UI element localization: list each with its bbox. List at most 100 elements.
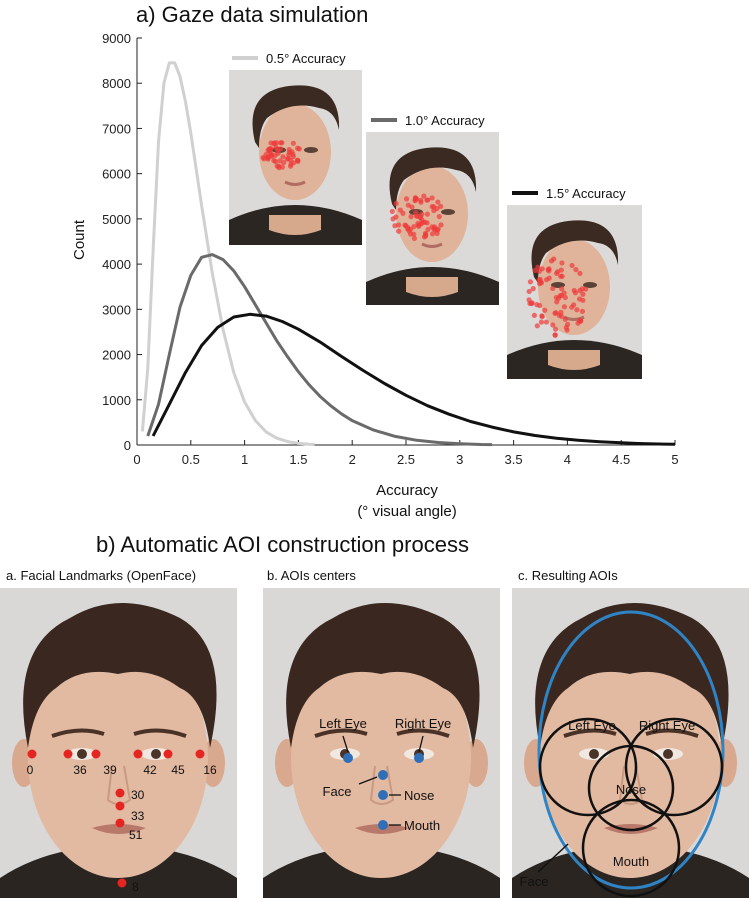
y-tick-label: 6000 — [102, 167, 131, 182]
gaze-point — [275, 150, 281, 156]
gaze-point — [408, 214, 414, 220]
series-line-2 — [151, 312, 676, 446]
landmark-point — [117, 878, 127, 888]
gaze-point — [537, 302, 543, 309]
gaze-point — [578, 318, 584, 324]
gaze-point — [539, 266, 545, 272]
gaze-point — [569, 262, 575, 269]
gaze-point — [290, 160, 297, 166]
right-eye-aoi — [624, 717, 724, 817]
x-tick-label: 4 — [564, 452, 571, 467]
gaze-point — [539, 314, 545, 320]
aoi-label: Mouth — [613, 854, 649, 869]
gaze-point — [554, 270, 560, 277]
aoi-label: Right Eye — [639, 718, 695, 733]
section-a-title: a) Gaze data simulation — [136, 2, 369, 27]
gaze-point — [436, 213, 442, 220]
gaze-point — [429, 203, 435, 210]
aoi-label: Face — [520, 874, 549, 889]
landmark-point — [195, 749, 205, 759]
aoi-center-label: Left Eye — [319, 716, 367, 731]
gaze-point — [543, 319, 550, 325]
gaze-point — [561, 304, 568, 310]
gaze-point — [552, 332, 558, 338]
gaze-point — [411, 235, 417, 241]
landmark-point — [91, 749, 101, 759]
y-tick-label: 1000 — [102, 393, 131, 408]
gaze-point — [552, 326, 559, 332]
gaze-point — [400, 210, 406, 216]
landmark-point — [63, 749, 73, 759]
chart-axes: 0 0.5 1 1.5 2 2.5 3 3.5 4 4.5 5 0 1000 2000 3000 4000 50… — [102, 31, 679, 467]
gaze-point — [559, 260, 565, 266]
gaze-point — [435, 199, 441, 205]
face-aoi-ellipse — [537, 610, 725, 890]
gaze-point — [290, 140, 296, 146]
aoi-center-point — [343, 753, 353, 763]
gaze-point — [531, 312, 537, 318]
x-tick-label: 0 — [133, 452, 140, 467]
gaze-point — [411, 231, 417, 237]
gaze-point — [580, 291, 586, 297]
gaze-point — [422, 233, 429, 239]
series-line-1 — [146, 253, 493, 447]
gaze-point — [260, 154, 266, 161]
landmark-label: 8 — [132, 880, 139, 894]
face-inset-1-0 — [366, 132, 499, 305]
aoi-center-label: Face — [323, 784, 352, 799]
aoi-center-label: Right Eye — [395, 716, 451, 731]
gaze-point — [266, 146, 272, 152]
landmark-label: 42 — [143, 763, 157, 777]
gaze-point — [435, 226, 441, 232]
gaze-point — [574, 307, 580, 313]
x-axis-label-unit: (° visual angle) — [357, 503, 456, 520]
face-inset-1-5 — [507, 205, 642, 379]
legend-label-2: 1.5° Accuracy — [546, 186, 626, 201]
gaze-point — [571, 302, 577, 308]
gaze-point — [527, 300, 533, 307]
gaze-chart: 0 0.5 1 1.5 2 2.5 3 3.5 4 4.5 5 0 1000 2000 3000 4000 50… — [71, 31, 679, 520]
landmark-label: 30 — [131, 788, 145, 802]
y-axis-label: Count — [71, 219, 88, 260]
gaze-point — [396, 228, 402, 234]
landmark-label: 39 — [103, 763, 117, 777]
panel-label-centers: b. AOIs centers — [267, 568, 356, 583]
x-tick-label: 1.5 — [289, 452, 307, 467]
gaze-point — [278, 140, 284, 146]
gaze-point — [268, 140, 274, 146]
x-tick-label: 3 — [456, 452, 463, 467]
landmark-label: 51 — [129, 828, 143, 842]
gaze-point — [281, 159, 287, 166]
x-tick-label: 2.5 — [397, 452, 415, 467]
aoi-panels: 0 36 39 42 45 16 30 33 51 8 Left Eye Right Eye Face… — [0, 588, 750, 898]
gaze-point — [562, 316, 568, 322]
gaze-point — [564, 327, 570, 333]
x-tick-label: 0.5 — [182, 452, 200, 467]
gaze-point — [559, 286, 565, 292]
gaze-point — [556, 312, 562, 318]
y-tick-label: 4000 — [102, 257, 131, 272]
gaze-point — [395, 222, 402, 228]
section-b-title: b) Automatic AOI construction process — [96, 532, 469, 557]
gaze-point — [526, 288, 532, 295]
gaze-point — [535, 264, 541, 270]
gaze-point — [438, 222, 444, 228]
landmark-label: 0 — [27, 763, 34, 777]
gaze-point — [280, 154, 286, 160]
aoi-center-point — [378, 790, 388, 800]
gaze-point — [425, 226, 431, 233]
gaze-point — [278, 146, 284, 152]
gaze-point — [558, 267, 564, 273]
gaze-point — [551, 256, 557, 262]
aoi-labels: Left Eye Right Eye Nose Mouth Face — [520, 718, 696, 889]
x-tick-label: 4.5 — [612, 452, 630, 467]
face-inset-0-5 — [229, 70, 362, 245]
gaze-point — [538, 319, 545, 325]
landmark-label: 45 — [171, 763, 185, 777]
legend-label-0: 0.5° Accuracy — [266, 51, 346, 66]
gaze-point — [265, 154, 271, 160]
chart-series — [140, 61, 676, 447]
gaze-point — [409, 204, 415, 210]
gaze-point — [579, 308, 586, 314]
gaze-point — [530, 286, 536, 292]
